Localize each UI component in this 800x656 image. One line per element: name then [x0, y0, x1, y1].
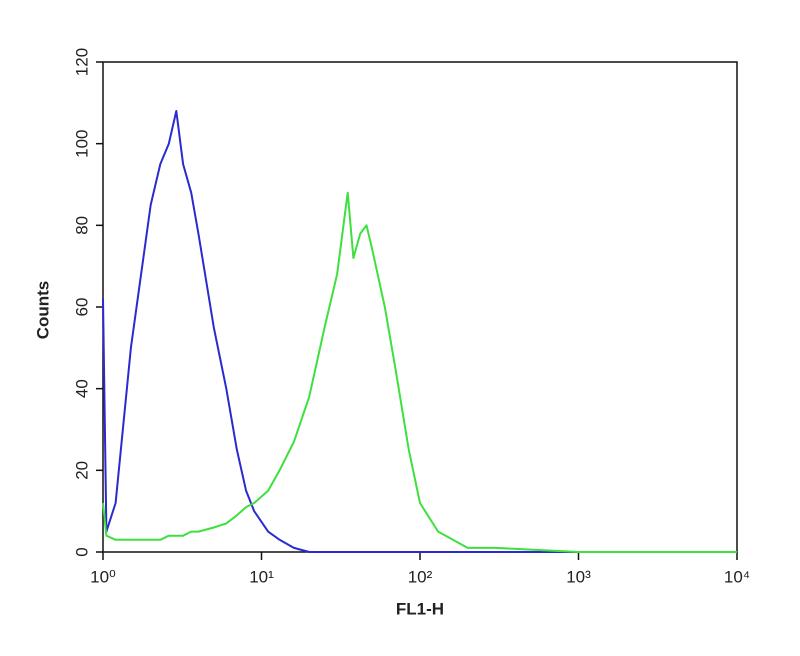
x-tick-label: 10² — [408, 567, 433, 586]
histogram-line — [102, 191, 737, 553]
x-tick-label: 10⁰ — [90, 567, 116, 586]
y-tick-label: 80 — [72, 216, 91, 235]
x-tick-label: 10¹ — [249, 567, 274, 586]
y-tick-label: 100 — [72, 129, 91, 157]
y-tick-label: 0 — [72, 547, 91, 556]
x-tick-label: 10³ — [566, 567, 591, 586]
x-tick-label: 10⁴ — [724, 567, 750, 586]
y-tick-label: 120 — [72, 48, 91, 76]
x-axis-title: FL1-H — [396, 599, 444, 618]
y-tick-label: 20 — [72, 461, 91, 480]
histogram-line — [102, 110, 737, 553]
y-tick-label: 40 — [72, 379, 91, 398]
y-tick-label: 60 — [72, 298, 91, 317]
y-axis-title: Counts — [33, 281, 52, 340]
plot-frame — [102, 61, 738, 553]
